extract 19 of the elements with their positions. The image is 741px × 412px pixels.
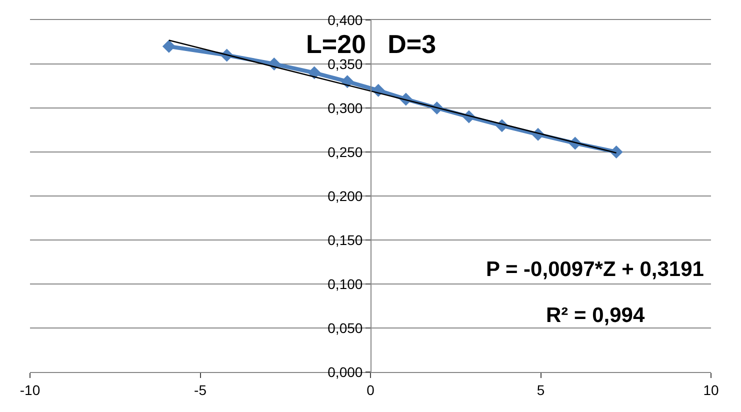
x-tick-label: -10 — [20, 382, 40, 398]
y-tick-label: 0,200 — [328, 188, 363, 204]
y-tick-label: 0,250 — [328, 144, 363, 160]
y-tick-label: 0,300 — [328, 100, 363, 116]
y-tick-label: 0,000 — [328, 364, 363, 380]
point — [340, 75, 354, 88]
y-tick-label: 0,050 — [328, 320, 363, 336]
annotation: R² = 0,994 — [546, 304, 645, 327]
x-tick-label: 0 — [366, 382, 375, 398]
y-tick-label: 0,100 — [328, 276, 363, 292]
point — [610, 146, 623, 158]
y-tick-label: 0,400 — [328, 12, 363, 28]
annotation: P = -0,0097*Z + 0,3191 — [486, 258, 704, 281]
x-tick-label: -5 — [194, 382, 207, 398]
y-tick-label: 0,150 — [328, 232, 363, 248]
x-tick-label: 5 — [536, 382, 545, 398]
point — [162, 40, 176, 53]
x-tick-label: 10 — [703, 382, 719, 398]
point — [308, 66, 321, 80]
